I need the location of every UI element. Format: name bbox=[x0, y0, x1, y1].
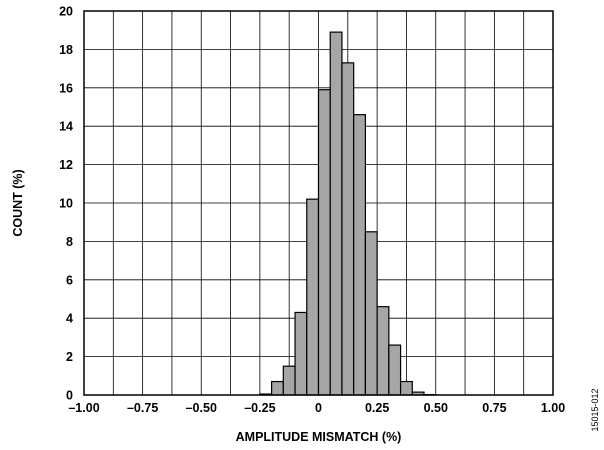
x-tick-label: –1.00 bbox=[68, 401, 99, 415]
histogram-bar bbox=[388, 344, 402, 396]
histogram-bar bbox=[341, 62, 355, 396]
x-tick-label: –0.50 bbox=[186, 401, 217, 415]
histogram-bar bbox=[294, 311, 308, 396]
y-tick-label: 4 bbox=[66, 312, 73, 326]
y-tick-label: 2 bbox=[66, 350, 73, 364]
y-tick-label: 20 bbox=[59, 5, 73, 19]
x-tick-label: –0.75 bbox=[127, 401, 158, 415]
histogram-bar bbox=[306, 198, 320, 396]
x-tick-label: –0.25 bbox=[244, 401, 275, 415]
y-tick-label: 18 bbox=[59, 43, 73, 57]
histogram-bar bbox=[353, 114, 366, 396]
histogram-bar bbox=[317, 89, 331, 396]
x-axis-title: AMPLITUDE MISMATCH (%) bbox=[236, 430, 402, 444]
y-tick-label: 6 bbox=[66, 273, 73, 287]
y-tick-label: 8 bbox=[66, 235, 73, 249]
y-tick-label: 0 bbox=[66, 389, 73, 403]
histogram-bar bbox=[399, 380, 413, 396]
histogram-bar bbox=[329, 31, 343, 396]
y-axis-title: COUNT (%) bbox=[11, 169, 25, 236]
x-tick-label: 0.75 bbox=[482, 401, 506, 415]
x-tick-label: 0 bbox=[315, 401, 322, 415]
x-tick-label: 0.50 bbox=[424, 401, 448, 415]
histogram-bar bbox=[364, 231, 378, 396]
histogram-bar bbox=[271, 380, 284, 396]
y-tick-label: 16 bbox=[59, 81, 73, 95]
x-tick-label: 1.00 bbox=[541, 401, 565, 415]
y-tick-label: 14 bbox=[59, 120, 73, 134]
x-tick-label: 0.25 bbox=[365, 401, 389, 415]
histogram-bar bbox=[376, 306, 390, 396]
y-tick-labels: 0 2 4 6 8 10 12 14 16 18 20 bbox=[59, 5, 73, 403]
y-tick-label: 12 bbox=[59, 158, 73, 172]
figure-id: 15015-012 bbox=[590, 388, 600, 431]
plot-frame bbox=[83, 10, 554, 396]
histogram-bars bbox=[259, 31, 437, 396]
histogram-bar bbox=[282, 365, 296, 396]
y-tick-label: 10 bbox=[59, 197, 73, 211]
x-tick-labels: –1.00 –0.75 –0.50 –0.25 0 0.25 0.50 0.75 1.00 bbox=[68, 401, 565, 415]
